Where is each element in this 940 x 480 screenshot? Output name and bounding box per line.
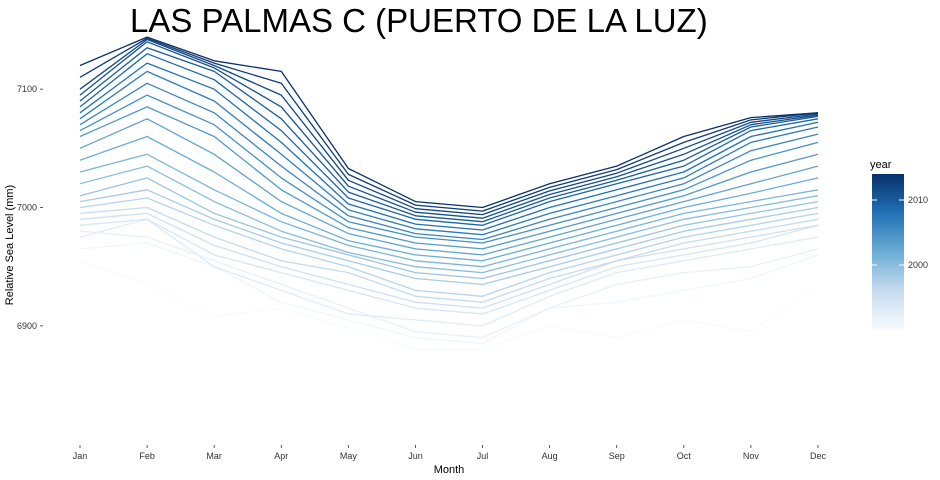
- series-line: [79, 218, 819, 315]
- series-line: [79, 197, 819, 297]
- x-tick-label: Sep: [609, 451, 625, 461]
- x-tick-label: Oct: [677, 451, 692, 461]
- y-axis: 6900 7000 7100: [17, 84, 43, 331]
- series-line: [79, 36, 819, 209]
- series-line: [79, 106, 819, 250]
- series-line: [79, 82, 819, 241]
- x-axis-title: Month: [434, 464, 465, 476]
- series-line: [79, 38, 819, 216]
- series-line: [79, 165, 819, 274]
- series-line: [79, 218, 819, 327]
- x-tick-label: Jun: [408, 451, 423, 461]
- x-tick-label: Feb: [139, 451, 155, 461]
- legend-tick-label: 2000: [908, 260, 928, 270]
- x-tick-label: Mar: [206, 451, 222, 461]
- series-line: [79, 260, 819, 351]
- legend-tick-label: 2010: [908, 195, 928, 205]
- series-line: [79, 47, 819, 223]
- series-line: [79, 135, 819, 262]
- series-line: [79, 118, 819, 256]
- series-line: [79, 230, 819, 339]
- x-tick-label: Apr: [274, 451, 288, 461]
- series-line: [79, 189, 819, 286]
- x-axis: Jan Feb Mar Apr May Jun Jul Aug Sep Oct Nov Dec: [73, 445, 827, 461]
- series-lines: [79, 36, 819, 351]
- series-line: [79, 206, 819, 303]
- x-tick-label: Nov: [743, 451, 760, 461]
- x-tick-label: Jul: [477, 451, 489, 461]
- x-tick-label: Jan: [73, 451, 88, 461]
- y-tick-label: 6900: [17, 321, 37, 331]
- series-line: [79, 41, 819, 219]
- legend-title: year: [870, 159, 892, 171]
- series-line: [79, 212, 819, 309]
- x-tick-label: Aug: [542, 451, 558, 461]
- y-tick-label: 7000: [17, 203, 37, 213]
- series-line: [79, 70, 819, 236]
- series-line: [79, 94, 819, 244]
- series-line: [79, 37, 819, 212]
- y-tick-label: 7100: [17, 84, 37, 94]
- x-tick-label: Dec: [810, 451, 827, 461]
- series-line: [79, 53, 819, 226]
- legend: year 2000 2010: [870, 159, 928, 330]
- series-line: [79, 62, 819, 231]
- series-line: [79, 177, 819, 280]
- legend-colorbar: [872, 174, 904, 330]
- y-axis-title: Relative Sea Level (mm): [4, 185, 16, 305]
- series-line: [79, 153, 819, 268]
- series-line: [79, 242, 819, 345]
- chart-title: LAS PALMAS C (PUERTO DE LA LUZ): [130, 2, 708, 39]
- x-tick-label: May: [340, 451, 358, 461]
